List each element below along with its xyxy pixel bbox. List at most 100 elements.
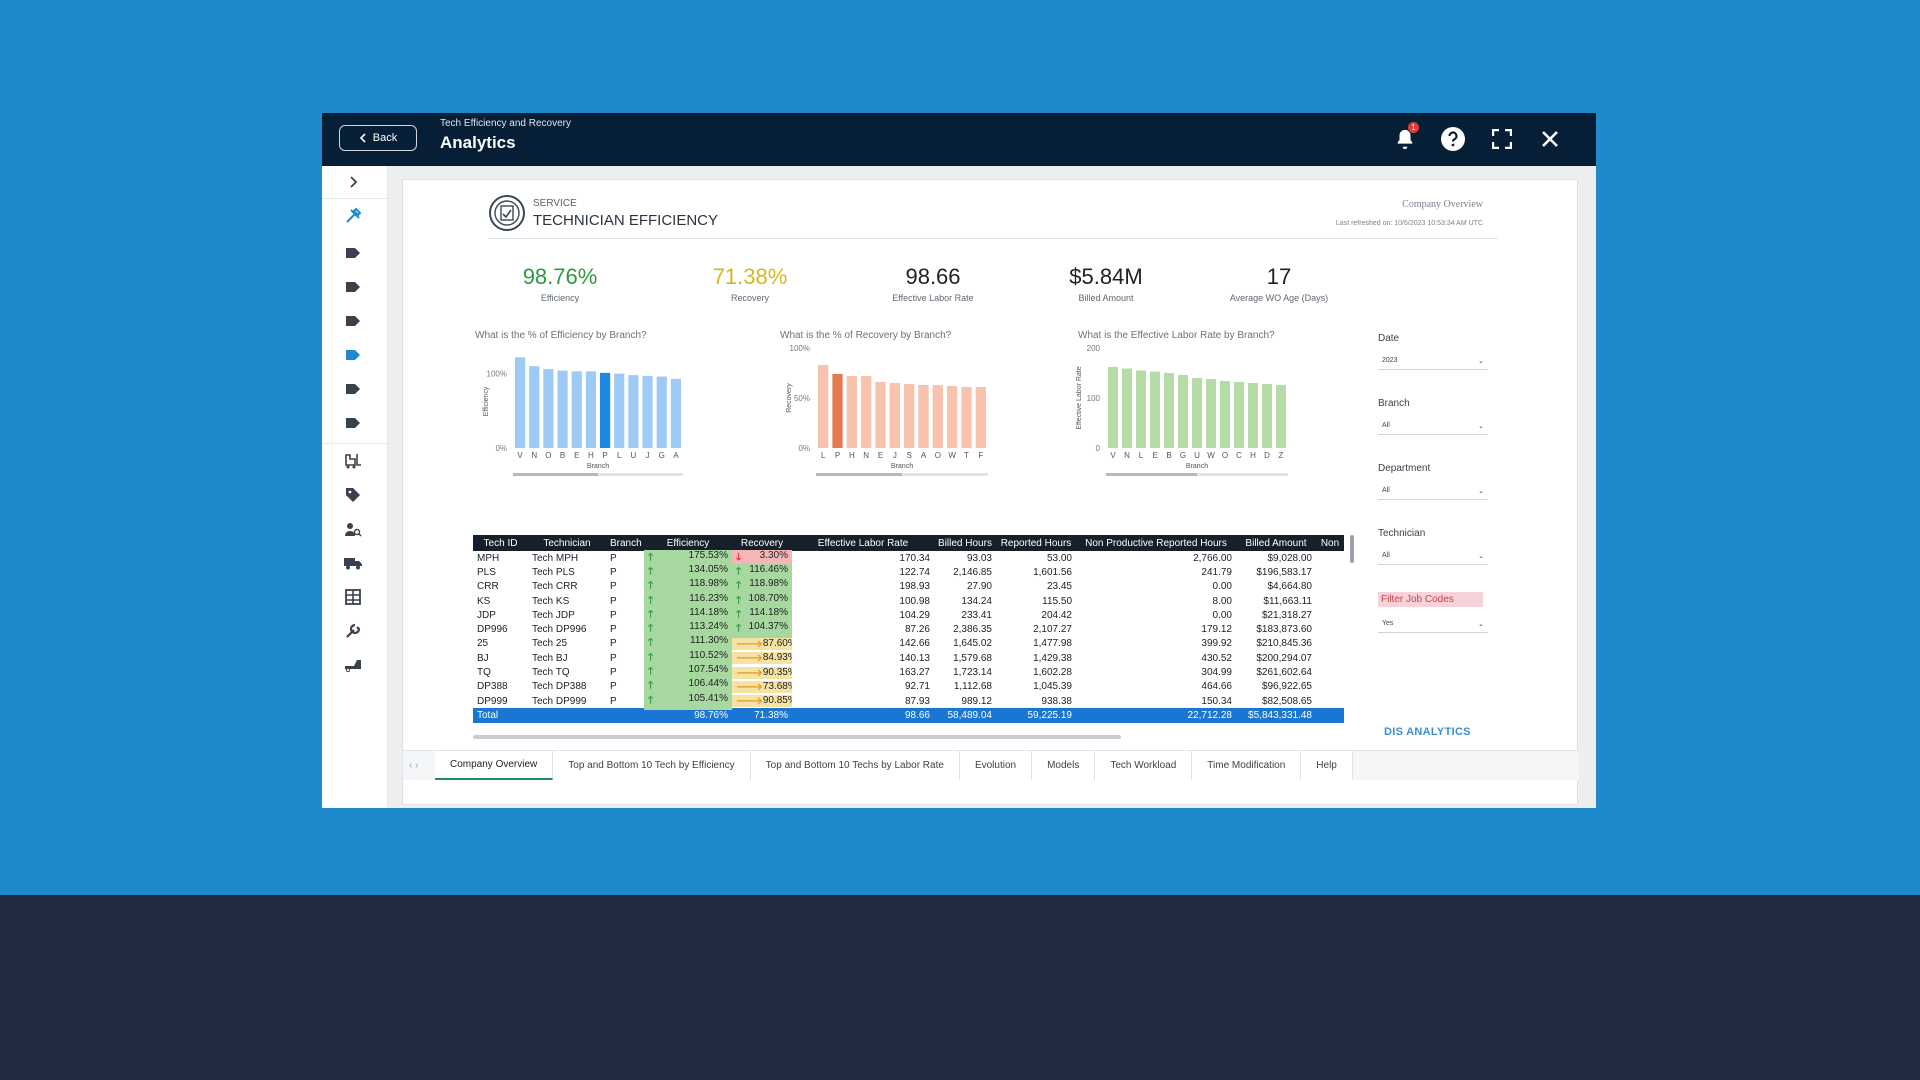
col-branch[interactable]: Branch	[610, 537, 642, 549]
sidebar-item-8[interactable]	[341, 451, 365, 475]
bar-V[interactable]	[1107, 367, 1119, 448]
bar-Z[interactable]	[1275, 385, 1287, 448]
chart-scroll-thumb[interactable]	[816, 473, 902, 476]
bar-W[interactable]	[1205, 379, 1217, 448]
filter-job-codes-dropdown[interactable]: Yes ⌄	[1378, 615, 1488, 633]
sidebar-item-2[interactable]	[341, 243, 365, 267]
sidebar-item-4[interactable]	[341, 311, 365, 335]
bar-D[interactable]	[1261, 384, 1273, 448]
col-efficiency[interactable]: Efficiency	[666, 537, 710, 549]
bar-H[interactable]	[1247, 383, 1259, 448]
bar-V[interactable]	[514, 357, 526, 448]
sidebar-item-13[interactable]	[341, 621, 365, 645]
bar-G[interactable]	[656, 376, 667, 448]
sidebar-item-3[interactable]	[341, 277, 365, 301]
sidebar-item-14[interactable]	[341, 655, 365, 679]
table-row[interactable]: BJ Tech BJ P 🡑 110.52% 🡒84.93% 140.13 1,579.68 1…	[473, 649, 1344, 667]
chart-scroll-thumb[interactable]	[1106, 473, 1197, 476]
col-technician[interactable]: Technician	[543, 537, 591, 549]
tab-top-and-bottom-10-tech-by-efficiency[interactable]: Top and Bottom 10 Tech by Efficiency	[553, 751, 751, 780]
bar-O[interactable]	[1219, 381, 1231, 448]
bar-A[interactable]	[918, 385, 929, 448]
bar-W[interactable]	[947, 386, 958, 448]
notifications-button[interactable]: 1	[1391, 122, 1419, 153]
bar-A[interactable]	[670, 378, 682, 448]
bar-L[interactable]	[614, 373, 625, 448]
sidebar-item-1[interactable]	[341, 206, 365, 230]
fullscreen-button[interactable]	[1488, 125, 1516, 153]
bar-O[interactable]	[543, 369, 554, 448]
department-dropdown[interactable]: All ⌄	[1378, 482, 1488, 500]
bar-U[interactable]	[1191, 378, 1203, 448]
bar-T[interactable]	[961, 387, 972, 448]
branch-dropdown[interactable]: All ⌄	[1378, 417, 1488, 435]
bar-S[interactable]	[904, 384, 915, 448]
bar-L[interactable]	[1135, 370, 1147, 449]
col-recovery[interactable]: Recovery	[740, 537, 784, 549]
bar-F[interactable]	[975, 387, 986, 448]
table-row[interactable]: KS Tech KS P 🡑 116.23% 🡑 108.70% 100.98 134.24 11…	[473, 592, 1344, 610]
chart-scroll-thumb[interactable]	[513, 473, 598, 476]
bar-N[interactable]	[529, 366, 540, 448]
date-dropdown[interactable]: 2023 ⌄	[1378, 352, 1488, 370]
col-non[interactable]: Non	[1320, 537, 1340, 549]
bar-E[interactable]	[1149, 371, 1161, 449]
tab-time-modification[interactable]: Time Modification	[1192, 751, 1302, 780]
col-billed-hours[interactable]: Billed Hours	[938, 537, 992, 549]
table-vertical-scrollbar[interactable]	[1350, 535, 1354, 563]
table-row[interactable]: MPH Tech MPH P 🡑 175.53% 🡓 3.30% 170.34 93.03 53.…	[473, 549, 1344, 567]
tab-tech-workload[interactable]: Tech Workload	[1095, 751, 1193, 780]
col-tech-id[interactable]: Tech ID	[483, 537, 518, 549]
bar-B[interactable]	[557, 370, 568, 448]
col-reported-hours[interactable]: Reported Hours	[1000, 537, 1072, 549]
bar-P[interactable]	[832, 374, 843, 448]
tab-models[interactable]: Models	[1032, 751, 1096, 780]
sidebar-item-10[interactable]	[341, 519, 365, 543]
tab-scroll-arrows[interactable]: ‹ ›	[409, 760, 419, 771]
bar-O[interactable]	[932, 385, 943, 448]
table-row[interactable]: 25 Tech 25 P 🡑 111.30% 🡒87.60% 142.66 1,645.02 1…	[473, 635, 1344, 653]
tab-top-and-bottom-10-techs-by-labor-rate[interactable]: Top and Bottom 10 Techs by Labor Rate	[750, 751, 960, 780]
tab-help[interactable]: Help	[1301, 751, 1353, 780]
col-non-productive-hours[interactable]: Non Productive Reported Hours	[1085, 537, 1227, 549]
bar-G[interactable]	[1177, 375, 1189, 448]
table-row[interactable]: DP999 Tech DP999 P 🡑 105.41% 🡒90.85% 87.93 989.…	[473, 692, 1344, 710]
table-row[interactable]: CRR Tech CRR P 🡑 118.98% 🡑 118.98% 198.93 27.90 2…	[473, 578, 1344, 596]
bar-J[interactable]	[889, 383, 900, 448]
cell-efficiency: 🡑 106.44%	[644, 678, 732, 696]
table-row[interactable]: JDP Tech JDP P 🡑 114.18% 🡑 114.18% 104.29 233.41…	[473, 606, 1344, 624]
bar-B[interactable]	[1163, 373, 1175, 448]
sidebar-item-12[interactable]	[341, 587, 365, 611]
table-row[interactable]: TQ Tech TQ P 🡑 107.54% 🡒90.35% 163.27 1,723.14 1…	[473, 664, 1344, 682]
back-button[interactable]: Back	[339, 125, 417, 151]
bar-C[interactable]	[1233, 382, 1245, 448]
help-button[interactable]	[1439, 125, 1467, 153]
bar-H[interactable]	[846, 376, 857, 448]
sidebar-item-5[interactable]	[341, 345, 365, 369]
col-billed-amount[interactable]: Billed Amount	[1245, 537, 1307, 549]
bar-N[interactable]	[1121, 368, 1133, 449]
sidebar-item-9[interactable]	[341, 485, 365, 509]
table-row[interactable]: DP996 Tech DP996 P 🡑 113.24% 🡑 104.37% 87.26 2,3…	[473, 621, 1344, 639]
sidebar-item-6[interactable]	[341, 379, 365, 403]
bar-L[interactable]	[818, 365, 829, 448]
sidebar-item-11[interactable]	[341, 553, 365, 577]
table-row[interactable]: DP388 Tech DP388 P 🡑 106.44% 🡒73.68% 92.71 1,11…	[473, 678, 1344, 696]
bar-U[interactable]	[628, 375, 639, 448]
sidebar-expand-button[interactable]	[341, 172, 365, 196]
tab-company-overview[interactable]: Company Overview	[435, 751, 554, 780]
col-effective-labor-rate[interactable]: Effective Labor Rate	[817, 537, 909, 549]
bar-E[interactable]	[571, 371, 582, 448]
bar-P[interactable]	[599, 372, 611, 448]
close-button[interactable]	[1536, 125, 1564, 153]
table-horizontal-scrollbar[interactable]	[473, 735, 1121, 739]
bar-H[interactable]	[585, 371, 597, 448]
bar-J[interactable]	[642, 375, 653, 448]
bar-E[interactable]	[875, 382, 886, 448]
table-row[interactable]: PLS Tech PLS P 🡑 134.05% 🡑 116.46% 122.74 2,146.…	[473, 563, 1344, 581]
x-tick-label: W	[1207, 451, 1215, 460]
technician-dropdown[interactable]: All ⌄	[1378, 547, 1488, 565]
sidebar-item-7[interactable]	[341, 413, 365, 437]
bar-N[interactable]	[861, 376, 872, 448]
tab-evolution[interactable]: Evolution	[959, 751, 1033, 780]
